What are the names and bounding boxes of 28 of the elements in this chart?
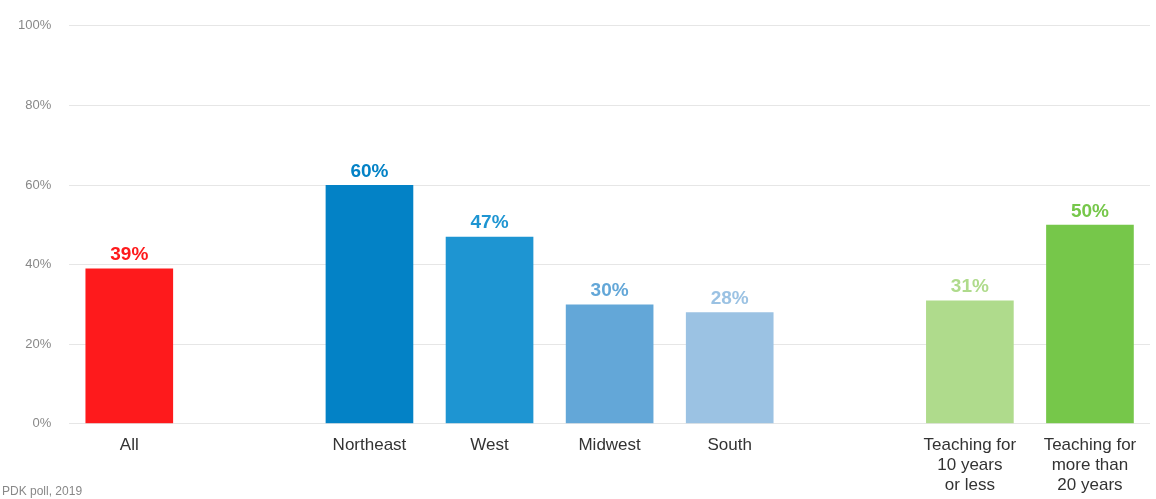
data-label: 31% <box>950 275 989 297</box>
x-tick-label: Midwest <box>578 434 642 454</box>
x-tick-label: South <box>707 434 752 454</box>
data-label: 60% <box>350 159 389 181</box>
x-tick-label: Teaching for more than 20 years <box>1043 434 1137 495</box>
y-tick-label: 80% <box>25 96 52 112</box>
x-tick-label: Teaching for 10 years or less <box>923 434 1017 495</box>
y-tick-label: 20% <box>25 335 52 351</box>
data-label: 28% <box>710 287 749 309</box>
bar <box>445 236 534 424</box>
data-label: 30% <box>590 279 629 301</box>
bar <box>325 185 414 424</box>
x-tick-label: West <box>470 434 510 454</box>
bar <box>85 268 174 424</box>
data-label: 39% <box>110 243 149 265</box>
y-tick-label: 40% <box>25 256 52 272</box>
y-tick-label: 100% <box>18 17 52 33</box>
data-label: 47% <box>470 211 509 233</box>
text: PDK poll, 2019 <box>2 484 83 499</box>
bar <box>565 304 654 424</box>
bar <box>1046 224 1134 424</box>
data-label: 50% <box>1070 199 1110 221</box>
y-tick-label: 0% <box>32 415 52 431</box>
x-tick-label: All <box>119 434 139 454</box>
x-tick-label: Northeast <box>332 434 407 454</box>
bar <box>926 300 1014 424</box>
y-tick-label: 60% <box>25 176 52 192</box>
bar <box>685 312 774 424</box>
